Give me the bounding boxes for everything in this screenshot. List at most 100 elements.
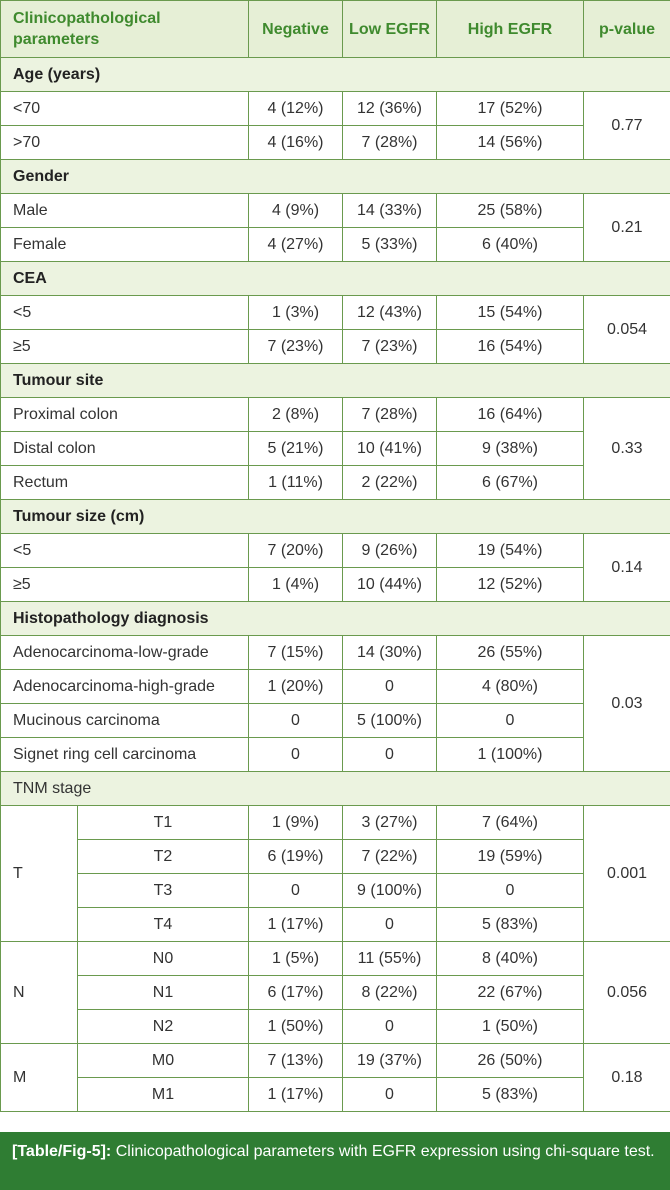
cell-low-egfr: 2 (22%) [342,465,437,500]
caption-text: Clinicopathological parameters with EGFR… [115,1143,655,1160]
tnm-group-label: N [0,941,78,1044]
cell-negative: 7 (15%) [248,635,343,670]
tnm-group-label: M [0,1043,78,1112]
cell-high-egfr: 22 (67%) [436,975,584,1010]
table-row: N2 1 (50%) 0 1 (50%) [1,1009,670,1044]
row-label: M1 [77,1077,249,1112]
cell-negative: 1 (17%) [248,1077,343,1112]
cell-negative: 7 (23%) [248,329,343,364]
cell-negative: 6 (17%) [248,975,343,1010]
cell-high-egfr: 1 (50%) [436,1009,584,1044]
cell-high-egfr: 19 (59%) [436,839,584,874]
table-row: T2 6 (19%) 7 (22%) 19 (59%) [1,839,670,874]
cell-p-value: 0.77 [583,91,670,160]
cell-low-egfr: 10 (41%) [342,431,437,466]
cell-high-egfr: 19 (54%) [436,533,584,568]
cell-p-value: 0.054 [583,295,670,364]
cell-low-egfr: 0 [342,1009,437,1044]
tnm-group-label: T [0,805,78,942]
cell-low-egfr: 9 (100%) [342,873,437,908]
table-row: T T1 1 (9%) 3 (27%) 7 (64%) 0.001 [0,805,670,942]
header-p-value: p-value [583,0,670,58]
cell-high-egfr: 14 (56%) [436,125,584,160]
table-row: >70 4 (16%) 7 (28%) 14 (56%) [0,125,670,160]
cell-negative: 0 [248,873,343,908]
cell-high-egfr: 0 [436,873,584,908]
cell-negative: 1 (4%) [248,567,343,602]
cell-high-egfr: 5 (83%) [436,907,584,942]
cell-high-egfr: 4 (80%) [436,669,584,704]
section-header-row: Gender [0,159,670,194]
cell-p-value: 0.03 [583,635,670,772]
section-title: CEA [0,261,670,296]
cell-low-egfr: 9 (26%) [342,533,437,568]
cell-low-egfr: 5 (100%) [342,703,437,738]
section-header-row: CEA [0,261,670,296]
row-label: Female [0,227,249,262]
cell-high-egfr: 16 (64%) [436,397,584,432]
cell-high-egfr: 26 (50%) [436,1043,584,1078]
cell-negative: 6 (19%) [248,839,343,874]
row-label: <5 [0,295,249,330]
table-row: ≥5 7 (23%) 7 (23%) 16 (54%) [0,329,670,364]
cell-negative: 1 (5%) [248,941,343,976]
table-row: Signet ring cell carcinoma 0 0 1 (100%) [0,737,670,772]
cell-high-egfr: 8 (40%) [436,941,584,976]
row-label: Male [0,193,249,228]
cell-low-egfr: 0 [342,907,437,942]
section-header-row: TNM stage [0,771,670,806]
cell-high-egfr: 17 (52%) [436,91,584,126]
section-title: Age (years) [0,57,670,92]
cell-high-egfr: 25 (58%) [436,193,584,228]
cell-low-egfr: 7 (28%) [342,397,437,432]
table-row: Adenocarcinoma-low-grade 7 (15%) 14 (30%) 2… [0,635,670,772]
table-row: <5 7 (20%) 9 (26%) 19 (54%) 0.14 [0,533,670,602]
cell-negative: 7 (13%) [248,1043,343,1078]
cell-low-egfr: 7 (23%) [342,329,437,364]
cell-high-egfr: 9 (38%) [436,431,584,466]
row-label: N0 [77,941,249,976]
cell-negative: 1 (17%) [248,907,343,942]
row-label: ≥5 [0,567,249,602]
cell-low-egfr: 19 (37%) [342,1043,437,1078]
cell-p-value: 0.21 [583,193,670,262]
cell-negative: 0 [248,737,343,772]
cell-negative: 5 (21%) [248,431,343,466]
cell-low-egfr: 8 (22%) [342,975,437,1010]
section-title: Tumour size (cm) [0,499,670,534]
section-header-row: Tumour size (cm) [0,499,670,534]
table-row: Adenocarcinoma-high-grade 1 (20%) 0 4 (80%) [0,669,670,704]
row-label: N1 [77,975,249,1010]
cell-low-egfr: 0 [342,669,437,704]
cell-negative: 0 [248,703,343,738]
cell-high-egfr: 1 (100%) [436,737,584,772]
cell-negative: 4 (9%) [248,193,343,228]
table-row: N N0 1 (5%) 11 (55%) 8 (40%) 0.056 [0,941,670,1044]
table-row: Male 4 (9%) 14 (33%) 25 (58%) 0.21 [0,193,670,262]
cell-negative: 4 (27%) [248,227,343,262]
cell-negative: 4 (16%) [248,125,343,160]
cell-low-egfr: 12 (43%) [342,295,437,330]
cell-low-egfr: 7 (22%) [342,839,437,874]
row-label: T4 [77,907,249,942]
row-label: Adenocarcinoma-low-grade [0,635,249,670]
cell-high-egfr: 0 [436,703,584,738]
cell-negative: 1 (50%) [248,1009,343,1044]
table-row: Distal colon 5 (21%) 10 (41%) 9 (38%) [0,431,670,466]
egfr-table: Clinicopathological parameters Negative … [0,0,670,1112]
table-caption: [Table/Fig-5]: Clinicopathological param… [0,1132,670,1190]
section-header-row: Tumour site [0,363,670,398]
table-row: T4 1 (17%) 0 5 (83%) [1,907,670,942]
table-header-row: Clinicopathological parameters Negative … [0,0,670,58]
table-row: M1 1 (17%) 0 5 (83%) [1,1077,670,1112]
header-negative: Negative [248,0,343,58]
row-label: Rectum [0,465,249,500]
cell-negative: 1 (20%) [248,669,343,704]
table-row: Rectum 1 (11%) 2 (22%) 6 (67%) [0,465,670,500]
table-row: N1 6 (17%) 8 (22%) 22 (67%) [1,975,670,1010]
cell-low-egfr: 14 (33%) [342,193,437,228]
header-high-egfr: High EGFR [436,0,584,58]
table-row: T3 0 9 (100%) 0 [1,873,670,908]
section-title: Histopathology diagnosis [0,601,670,636]
